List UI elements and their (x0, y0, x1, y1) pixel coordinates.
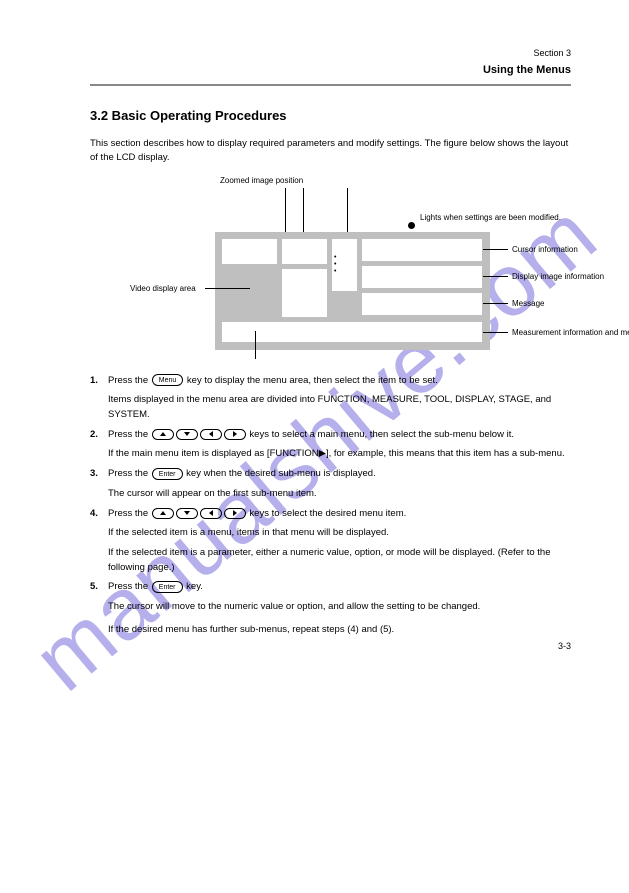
arrow-up-key-icon (152, 508, 174, 519)
text: Press the (108, 429, 151, 440)
cell (362, 239, 482, 261)
cell (282, 269, 327, 317)
page-number: 3-3 (558, 641, 571, 651)
text: Press the (108, 375, 151, 386)
step-text: Press the Enter key when the desired sub… (108, 467, 571, 482)
page-content: Section 3 Using the Menus 3.2 Basic Oper… (0, 0, 629, 683)
label-menu-area: Measurement information and menu area (512, 328, 629, 337)
enter-key: Enter (152, 468, 183, 480)
label-cursor-info: Cursor information (512, 245, 578, 254)
step-number: 3. (90, 467, 108, 482)
step-number: 4. (90, 507, 108, 522)
dots-icon: ••• (334, 254, 336, 275)
step-number: 2. (90, 428, 108, 443)
lead-line (483, 303, 508, 304)
cell (362, 293, 482, 315)
arrow-down-key-icon (176, 429, 198, 440)
step-5: 5. Press the Enter key. (90, 580, 571, 595)
cell (222, 322, 482, 342)
label-lights: Lights when settings are been modified. (420, 213, 561, 222)
step-text: Press the Enter key. (108, 580, 571, 595)
text: key when the desired sub-menu is display… (184, 468, 376, 479)
text: Press the (108, 468, 151, 479)
arrow-left-key-icon (200, 508, 222, 519)
lead-line (285, 188, 286, 238)
text: Press the (108, 508, 151, 519)
diagram-frame (215, 232, 490, 350)
steps-list: 1. Press the Menu key to display the men… (90, 374, 571, 638)
header-title: Using the Menus (90, 64, 571, 76)
arrow-right-key-icon (224, 429, 246, 440)
cell (222, 239, 277, 264)
step-text: Press the keys to select the desired men… (108, 507, 571, 522)
step-2-note: If the main menu item is displayed as [F… (108, 447, 571, 462)
arrow-right-key-icon (224, 508, 246, 519)
step-4-note-1: If the selected item is a menu, items in… (108, 526, 571, 541)
step-3: 3. Press the Enter key when the desired … (90, 467, 571, 482)
step-number: 5. (90, 580, 108, 595)
label-video-area: Video display area (130, 284, 196, 293)
text: keys to select a main menu, then select … (247, 429, 514, 440)
lead-line (255, 331, 256, 359)
text: keys to select the desired menu item. (247, 508, 406, 519)
label-message: Message (512, 299, 544, 308)
indicator-dot-icon (408, 222, 415, 229)
lead-line (483, 249, 508, 250)
arrow-left-key-icon (200, 429, 222, 440)
step-number: 1. (90, 374, 108, 389)
menu-key: Menu (152, 374, 184, 386)
step-5-note: The cursor will move to the numeric valu… (108, 600, 571, 615)
lead-line (303, 188, 304, 238)
cell (282, 239, 327, 264)
lead-line (483, 276, 508, 277)
lead-line (205, 288, 250, 289)
step-text: Press the Menu key to display the menu a… (108, 374, 571, 389)
section-title: 3.2 Basic Operating Procedures (90, 108, 571, 123)
text: Press the (108, 581, 151, 592)
footer-note: If the desired menu has further sub-menu… (108, 623, 571, 638)
step-4-note-2: If the selected item is a parameter, eit… (108, 546, 571, 575)
step-4: 4. Press the keys to select the desired … (90, 507, 571, 522)
label-zoom-position: Zoomed image position (220, 176, 303, 185)
arrow-down-key-icon (176, 508, 198, 519)
cell (362, 266, 482, 288)
step-2: 2. Press the keys to select a main menu,… (90, 428, 571, 443)
text: key to display the menu area, then selec… (184, 375, 437, 386)
step-1: 1. Press the Menu key to display the men… (90, 374, 571, 389)
step-3-note: The cursor will appear on the first sub-… (108, 487, 571, 502)
label-display-info: Display image information (512, 272, 604, 281)
text: key. (184, 581, 203, 592)
intro-paragraph: This section describes how to display re… (90, 137, 571, 166)
lcd-diagram: Zoomed image position Lights when settin… (90, 176, 570, 366)
step-1-note: Items displayed in the menu area are div… (108, 393, 571, 422)
lead-line (483, 332, 508, 333)
enter-key: Enter (152, 581, 183, 593)
arrow-up-key-icon (152, 429, 174, 440)
header-section: Section 3 (90, 48, 571, 58)
header-rule (90, 84, 571, 86)
step-text: Press the keys to select a main menu, th… (108, 428, 571, 443)
